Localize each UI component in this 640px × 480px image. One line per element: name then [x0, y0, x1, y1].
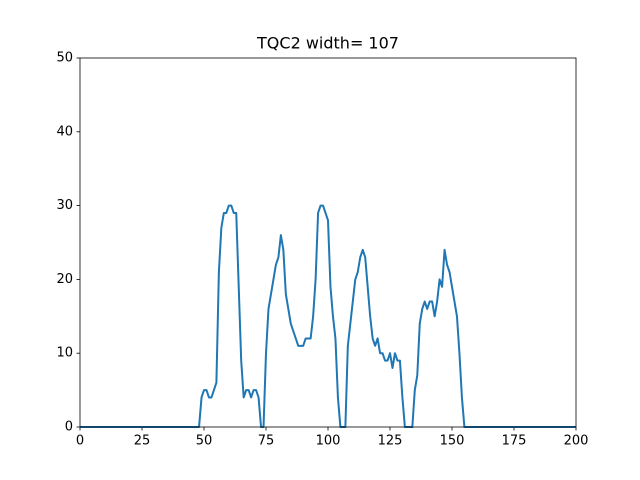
x-tick-label: 50	[196, 434, 213, 449]
y-tick-label: 50	[56, 51, 73, 66]
x-tick-label: 75	[258, 434, 275, 449]
y-tick-label: 0	[65, 420, 73, 435]
y-tick-label: 10	[56, 346, 73, 361]
y-tick-label: 40	[56, 124, 73, 139]
x-tick-label: 25	[134, 434, 151, 449]
data-line	[80, 204, 576, 428]
chart-title: TQC2 width= 107	[256, 34, 399, 53]
y-tick-label: 30	[56, 198, 73, 213]
x-tick-label: 125	[378, 434, 403, 449]
x-tick-label: 0	[76, 434, 84, 449]
axes-frame	[79, 57, 577, 428]
x-tick-label: 200	[564, 434, 589, 449]
x-tick-label: 100	[316, 434, 341, 449]
y-tick-label: 20	[56, 272, 73, 287]
x-tick-label: 175	[502, 434, 527, 449]
x-tick-label: 150	[440, 434, 465, 449]
